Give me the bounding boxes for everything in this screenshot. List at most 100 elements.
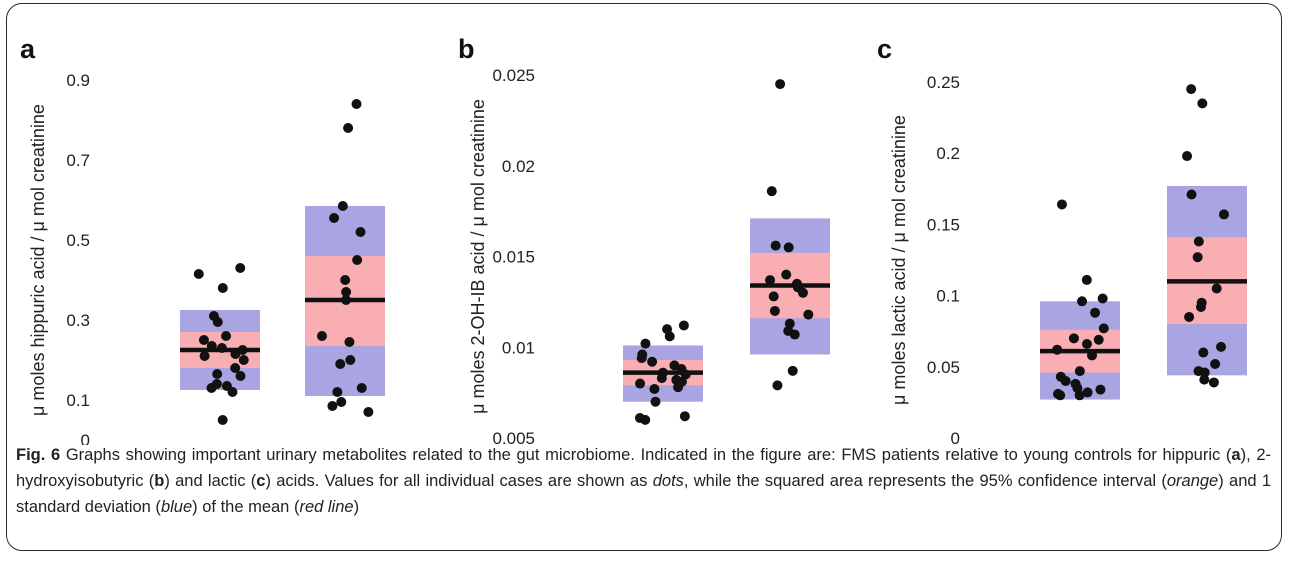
panel-letter: a [20, 34, 36, 64]
y-tick-label: 0.015 [492, 248, 535, 267]
data-point [650, 396, 661, 407]
data-point [1211, 283, 1222, 294]
data-point [635, 378, 646, 389]
data-point [336, 397, 347, 407]
data-point [355, 227, 366, 237]
data-point [679, 411, 690, 422]
data-point [1060, 376, 1071, 387]
data-point [1192, 252, 1203, 263]
data-point [1052, 344, 1063, 355]
data-point [1068, 333, 1079, 344]
data-point [332, 387, 343, 397]
caption-text: ) of the mean ( [192, 498, 300, 516]
data-point [787, 365, 798, 376]
data-point [356, 383, 367, 393]
data-point [1210, 358, 1221, 369]
data-point [797, 287, 808, 298]
data-point [1098, 323, 1109, 334]
caption-text: Graphs showing important urinary metabol… [65, 446, 1232, 464]
y-axis-label: μ moles lactic acid / μ mol creatinine [889, 115, 909, 405]
data-point [316, 331, 327, 341]
data-point [1197, 98, 1208, 109]
y-tick-label: 0.1 [936, 287, 960, 306]
data-point [1095, 384, 1106, 395]
panel-letter: c [877, 34, 892, 64]
data-point [351, 99, 362, 109]
caption-text: ) [353, 498, 360, 516]
data-point [1055, 390, 1066, 401]
y-tick-label: 0.1 [66, 391, 90, 410]
data-point [238, 355, 249, 365]
data-point [1093, 334, 1104, 345]
figure-frame [6, 3, 1282, 551]
data-point [649, 383, 660, 394]
y-tick-label: 0.02 [502, 157, 535, 176]
caption-label: Fig. 6 [16, 446, 61, 464]
y-tick-label: 0.9 [66, 71, 90, 90]
data-point [1074, 366, 1085, 377]
y-axis-label: μ moles hippuric acid / μ mol creatinine [28, 104, 48, 416]
data-point [217, 415, 228, 425]
data-point [803, 309, 814, 320]
y-tick-label: 0.01 [502, 338, 535, 357]
y-tick-label: 0.005 [492, 429, 535, 445]
data-point [1186, 189, 1197, 200]
data-point [1218, 209, 1229, 220]
data-point [344, 337, 355, 347]
data-point [221, 331, 232, 341]
data-point [341, 295, 352, 305]
figure-caption: Fig. 6 Graphs showing important urinary … [16, 442, 1271, 520]
data-point [636, 353, 647, 364]
data-point [329, 213, 340, 223]
y-tick-label: 0.5 [66, 231, 90, 250]
data-point [765, 275, 776, 286]
data-point [227, 387, 238, 397]
data-point [1182, 151, 1193, 162]
caption-text: , while the squared area represents the … [683, 472, 1167, 490]
caption-ref-b: b [154, 472, 165, 490]
data-point [1198, 347, 1209, 358]
caption-ref-c: c [256, 472, 266, 490]
data-point [1208, 377, 1219, 388]
data-point [1074, 390, 1085, 401]
y-tick-label: 0.2 [936, 144, 960, 163]
data-point [1216, 341, 1227, 352]
data-point [770, 240, 781, 251]
caption-em-blue: blue [160, 498, 193, 516]
data-point [647, 356, 658, 367]
data-point [640, 338, 651, 349]
data-point [345, 355, 356, 365]
data-point [1199, 367, 1210, 378]
data-point [768, 291, 779, 302]
data-point [212, 369, 223, 379]
figure-panels: a μ moles hippuric acid / μ mol creatinin… [20, 34, 1247, 445]
caption-text: ) and 1 standard deviation ( [16, 472, 1272, 516]
y-axis-label: μ moles 2-OH-IB acid / μ mol creatinine [468, 99, 488, 414]
panel-letter: b [458, 34, 475, 64]
y-tick-label: 0.7 [66, 151, 90, 170]
caption-em-red-line: red line [299, 498, 354, 516]
data-point [335, 359, 346, 369]
data-point [230, 349, 241, 359]
data-point [1081, 274, 1092, 285]
data-point [640, 414, 651, 425]
data-point [678, 320, 689, 331]
y-tick-label: 0.05 [927, 358, 960, 377]
data-point [1193, 236, 1204, 247]
caption-ref-a: a [1231, 446, 1241, 464]
data-point [789, 329, 800, 340]
data-point [1081, 339, 1092, 350]
data-point [1056, 199, 1067, 210]
data-point [1077, 296, 1088, 307]
caption-text: ) and lactic ( [164, 472, 257, 490]
data-point [1195, 301, 1206, 312]
data-point [656, 373, 667, 384]
data-point [1090, 307, 1101, 318]
data-point [769, 305, 780, 316]
y-tick-label: 0.025 [492, 66, 535, 85]
data-point [343, 123, 354, 133]
data-point [337, 201, 348, 211]
panel-b: b μ moles 2-OH-IB acid / μ mol creatinine… [458, 34, 830, 445]
data-point [1082, 387, 1093, 398]
data-point [775, 79, 786, 90]
